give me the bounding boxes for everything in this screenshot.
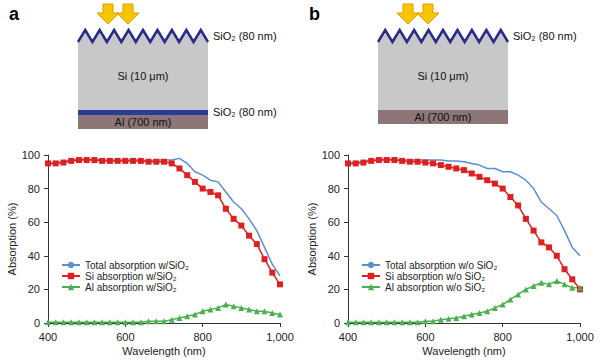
svg-text:Al absorption w/SiO₂: Al absorption w/SiO₂	[85, 282, 177, 293]
svg-text:40: 40	[328, 250, 340, 262]
svg-text:Si absorption w/SiO₂: Si absorption w/SiO₂	[85, 271, 177, 282]
svg-text:Al (700 nm): Al (700 nm)	[115, 116, 172, 128]
svg-text:600: 600	[116, 331, 134, 343]
svg-text:Si (10 μm): Si (10 μm)	[118, 70, 169, 82]
svg-text:60: 60	[328, 216, 340, 228]
svg-text:1,000: 1,000	[266, 331, 294, 343]
svg-text:400: 400	[39, 331, 57, 343]
svg-text:100: 100	[22, 149, 40, 161]
svg-text:Al absorption w/o SiO₂: Al absorption w/o SiO₂	[385, 282, 485, 293]
svg-text:80: 80	[328, 183, 340, 195]
svg-text:20: 20	[28, 283, 40, 295]
svg-text:80: 80	[28, 183, 40, 195]
svg-text:b: b	[309, 4, 320, 24]
svg-text:Wavelength (nm): Wavelength (nm)	[122, 345, 205, 357]
svg-text:Total absorption w/o SiO₂: Total absorption w/o SiO₂	[385, 260, 497, 271]
svg-text:SiO₂ (80 nm): SiO₂ (80 nm)	[513, 30, 577, 42]
svg-text:20: 20	[328, 283, 340, 295]
svg-text:800: 800	[193, 331, 211, 343]
svg-text:0: 0	[334, 317, 340, 329]
svg-text:100: 100	[322, 149, 340, 161]
svg-text:Absorption (%): Absorption (%)	[306, 203, 318, 276]
svg-text:SiO₂ (80 nm): SiO₂ (80 nm)	[213, 106, 277, 118]
svg-text:a: a	[9, 4, 20, 24]
svg-text:Al (700 nm): Al (700 nm)	[415, 111, 472, 123]
svg-text:1,000: 1,000	[566, 331, 594, 343]
svg-text:SiO₂ (80 nm): SiO₂ (80 nm)	[213, 30, 277, 42]
svg-text:0: 0	[34, 317, 40, 329]
svg-text:Wavelength (nm): Wavelength (nm)	[422, 345, 505, 357]
svg-text:600: 600	[416, 331, 434, 343]
svg-text:800: 800	[493, 331, 511, 343]
svg-text:Total absorption w/SiO₂: Total absorption w/SiO₂	[85, 260, 189, 271]
svg-text:60: 60	[28, 216, 40, 228]
svg-text:400: 400	[339, 331, 357, 343]
svg-text:Absorption (%): Absorption (%)	[6, 203, 18, 276]
svg-text:Si (10 μm): Si (10 μm)	[418, 70, 469, 82]
svg-text:Si absorption w/o SiO₂: Si absorption w/o SiO₂	[385, 271, 485, 282]
svg-text:40: 40	[28, 250, 40, 262]
